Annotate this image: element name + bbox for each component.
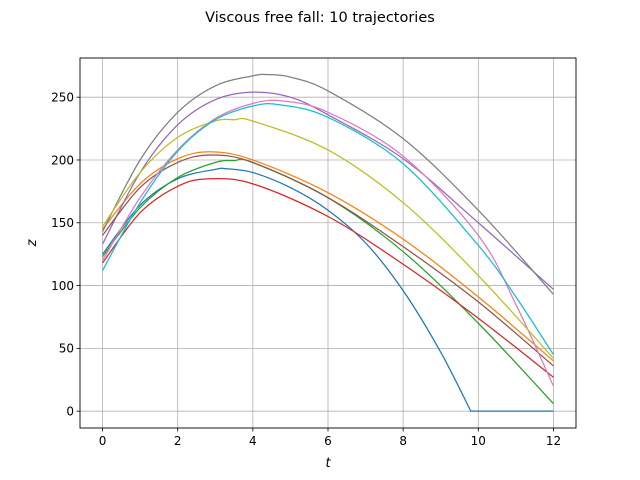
- y-tick-label-3: 150: [51, 216, 74, 230]
- x-tick-label-5: 10: [471, 434, 486, 448]
- y-tick-label-5: 250: [51, 90, 74, 104]
- x-tick-label-1: 2: [174, 434, 182, 448]
- y-axis-label: z: [25, 238, 40, 247]
- chart-title: Viscous free fall: 10 trajectories: [205, 10, 435, 26]
- x-tick-label-4: 8: [399, 434, 407, 448]
- x-axis-label: t: [325, 456, 331, 471]
- x-tick-label-0: 0: [99, 434, 107, 448]
- y-tick-label-4: 200: [51, 153, 74, 167]
- x-tick-label-2: 4: [249, 434, 257, 448]
- y-tick-label-2: 100: [51, 279, 74, 293]
- y-tick-label-1: 50: [59, 342, 74, 356]
- y-tick-label-0: 0: [66, 404, 74, 418]
- x-tick-label-6: 12: [546, 434, 561, 448]
- x-tick-label-3: 6: [324, 434, 332, 448]
